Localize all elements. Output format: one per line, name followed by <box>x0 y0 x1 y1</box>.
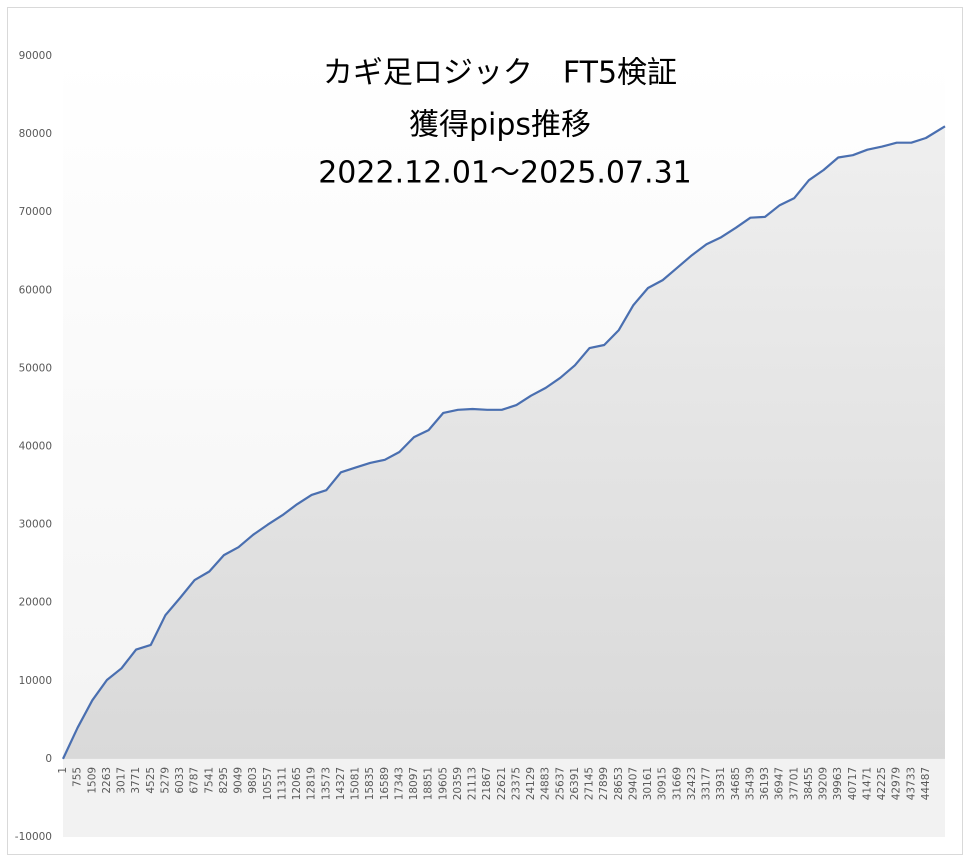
area-fill <box>63 126 945 759</box>
y-tick-label: 60000 <box>19 284 52 296</box>
x-tick-label: 17343 <box>393 767 405 800</box>
x-tick-label: 6033 <box>174 767 186 794</box>
x-tick-label: 13573 <box>320 767 332 800</box>
x-tick-label: 42979 <box>891 767 903 800</box>
chart-title: カギ足ロジック FT5検証 <box>323 56 677 91</box>
x-tick-label: 6787 <box>189 767 201 794</box>
y-tick-label: 50000 <box>19 362 52 374</box>
chart-title: 2022.12.01～2025.07.31 <box>318 156 692 191</box>
x-tick-label: 38455 <box>803 767 815 800</box>
x-tick-label: 21113 <box>467 767 479 800</box>
x-tick-label: 12065 <box>291 767 303 800</box>
x-tick-label: 16589 <box>379 767 391 800</box>
x-tick-label: 27899 <box>598 767 610 800</box>
y-tick-label: 30000 <box>19 519 52 531</box>
x-tick-label: 18097 <box>408 767 420 800</box>
x-tick-label: 32423 <box>686 767 698 800</box>
x-tick-label: 9049 <box>233 767 245 794</box>
x-tick-label: 44487 <box>920 767 932 800</box>
x-tick-label: 26391 <box>569 767 581 800</box>
chart-title: 獲得pips推移 <box>409 108 591 143</box>
x-tick-label: 23375 <box>510 767 522 800</box>
y-tick-label: -10000 <box>15 831 52 843</box>
x-tick-label: 755 <box>72 767 84 787</box>
x-tick-label: 4525 <box>145 767 157 794</box>
x-tick-label: 41471 <box>861 767 873 800</box>
x-tick-label: 10557 <box>262 767 274 800</box>
x-tick-label: 8295 <box>218 767 230 794</box>
x-tick-label: 24883 <box>540 767 552 800</box>
y-tick-label: 80000 <box>19 128 52 140</box>
y-tick-label: 20000 <box>19 597 52 609</box>
y-tick-label: 90000 <box>19 50 52 62</box>
x-tick-label: 22621 <box>496 767 508 800</box>
x-tick-label: 33177 <box>701 767 713 800</box>
x-tick-label: 12819 <box>306 767 318 800</box>
x-tick-label: 14327 <box>335 767 347 800</box>
x-tick-label: 21867 <box>481 767 493 800</box>
x-tick-label: 1509 <box>86 767 98 794</box>
x-tick-label: 7541 <box>203 767 215 794</box>
data-line <box>62 125 946 760</box>
x-tick-label: 25637 <box>554 767 566 800</box>
x-tick-label: 15835 <box>364 767 376 800</box>
x-tick-label: 42225 <box>876 767 888 800</box>
negative-band <box>63 758 945 837</box>
x-tick-label: 43733 <box>905 767 917 800</box>
x-tick-label: 36193 <box>759 767 771 800</box>
x-tick-label: 9803 <box>247 767 259 794</box>
x-tick-label: 36947 <box>774 767 786 800</box>
y-tick-label: 0 <box>45 753 52 765</box>
x-tick-label: 24129 <box>525 767 537 800</box>
x-tick-label: 40717 <box>847 767 859 800</box>
x-tick-label: 15081 <box>350 767 362 800</box>
plot-area <box>62 56 946 837</box>
x-tick-label: 35439 <box>744 767 756 800</box>
x-tick-label: 34685 <box>730 767 742 800</box>
y-tick-label: 70000 <box>19 206 52 218</box>
x-tick-label: 27145 <box>584 767 596 800</box>
x-tick-label: 31669 <box>671 767 683 800</box>
x-tick-label: 37701 <box>788 767 800 800</box>
x-tick-label: 20359 <box>452 767 464 800</box>
x-tick-label: 19605 <box>437 767 449 800</box>
x-tick-label: 3771 <box>130 767 142 794</box>
x-tick-label: 3017 <box>116 767 128 794</box>
x-tick-label: 18851 <box>423 767 435 800</box>
x-tick-label: 1 <box>57 767 69 774</box>
y-tick-label: 10000 <box>19 675 52 687</box>
x-tick-label: 33931 <box>715 767 727 800</box>
x-tick-label: 11311 <box>276 767 288 800</box>
x-tick-label: 30915 <box>657 767 669 800</box>
x-tick-label: 2263 <box>101 767 113 794</box>
x-tick-label: 30161 <box>642 767 654 800</box>
y-tick-label: 40000 <box>19 441 52 453</box>
x-tick-label: 5279 <box>159 767 171 794</box>
x-tick-label: 39963 <box>832 767 844 800</box>
x-tick-label: 28653 <box>613 767 625 800</box>
x-tick-label: 29407 <box>627 767 639 800</box>
x-tick-label: 39209 <box>818 767 830 800</box>
